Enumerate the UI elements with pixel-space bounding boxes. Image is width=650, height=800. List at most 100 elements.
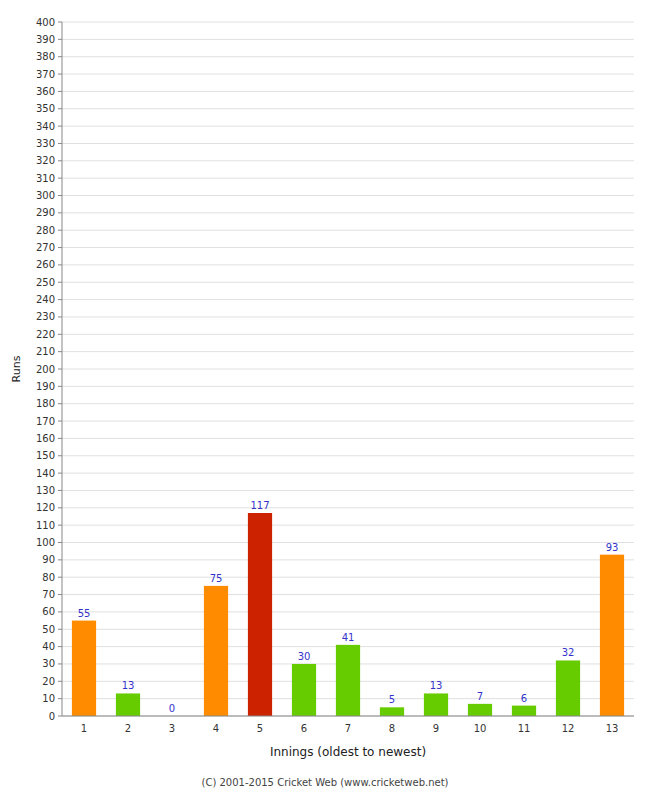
- data-label: 117: [250, 500, 269, 511]
- y-tick: [58, 316, 62, 317]
- data-labels: 55130751173041513763293: [78, 500, 619, 714]
- bar: [336, 645, 360, 716]
- y-tick-label: 100: [36, 537, 55, 548]
- footer: (C) 2001-2015 Cricket Web (www.cricketwe…: [202, 777, 449, 788]
- y-tick: [58, 473, 62, 474]
- y-tick-label: 90: [42, 554, 55, 565]
- y-tick-label: 290: [36, 207, 55, 218]
- y-tick-label: 270: [36, 242, 55, 253]
- y-tick: [58, 264, 62, 265]
- y-tick: [58, 646, 62, 647]
- y-tick-label: 130: [36, 485, 55, 496]
- grid-line: [62, 247, 634, 248]
- y-tick: [58, 74, 62, 75]
- data-label: 30: [298, 651, 311, 662]
- y-tick-label: 140: [36, 468, 55, 479]
- data-label: 32: [562, 647, 575, 658]
- y-tick-label: 170: [36, 416, 55, 427]
- data-label: 7: [477, 691, 483, 702]
- grid-line: [62, 421, 634, 422]
- y-tick: [58, 663, 62, 664]
- y-tick: [58, 403, 62, 404]
- y-tick: [58, 594, 62, 595]
- data-label: 0: [169, 703, 175, 714]
- x-tick-label: 13: [606, 723, 619, 734]
- grid-line: [62, 178, 634, 179]
- y-tick-label: 210: [36, 346, 55, 357]
- y-tick-label: 320: [36, 155, 55, 166]
- grid-line: [62, 212, 634, 213]
- y-tick: [58, 282, 62, 283]
- y-tick: [58, 455, 62, 456]
- x-tick-label: 6: [301, 723, 307, 734]
- y-tick-label: 330: [36, 138, 55, 149]
- y-tick: [58, 212, 62, 213]
- y-tick-label: 220: [36, 329, 55, 340]
- grid-line: [62, 507, 634, 508]
- grid-line: [62, 629, 634, 630]
- y-tick: [58, 369, 62, 370]
- y-tick-label: 110: [36, 520, 55, 531]
- grid-line: [62, 74, 634, 75]
- grid-line: [62, 594, 634, 595]
- bar: [380, 707, 404, 716]
- bar: [512, 706, 536, 716]
- y-tick-label: 360: [36, 86, 55, 97]
- y-tick: [58, 629, 62, 630]
- y-tick-label: 390: [36, 34, 55, 45]
- y-tick: [58, 126, 62, 127]
- bar: [468, 704, 492, 716]
- y-tick: [58, 230, 62, 231]
- grid-line: [62, 91, 634, 92]
- y-tick: [58, 716, 62, 717]
- y-tick: [58, 22, 62, 23]
- grid-line: [62, 316, 634, 317]
- y-tick-label: 80: [42, 572, 55, 583]
- y-tick-label: 200: [36, 364, 55, 375]
- bar: [424, 693, 448, 716]
- y-tick: [58, 178, 62, 179]
- grid-line: [62, 160, 634, 161]
- y-tick-label: 310: [36, 173, 55, 184]
- y-tick: [58, 160, 62, 161]
- y-tick-label: 60: [42, 606, 55, 617]
- y-tick: [58, 108, 62, 109]
- y-tick-label: 120: [36, 502, 55, 513]
- y-axis-line: [62, 22, 63, 716]
- y-tick: [58, 351, 62, 352]
- y-tick-label: 350: [36, 103, 55, 114]
- grid-line: [62, 334, 634, 335]
- y-tick: [58, 542, 62, 543]
- grid-line: [62, 611, 634, 612]
- y-tick-label: 300: [36, 190, 55, 201]
- y-tick-label: 50: [42, 624, 55, 635]
- y-tick: [58, 334, 62, 335]
- grid-line: [62, 542, 634, 543]
- x-tick-label: 1: [81, 723, 87, 734]
- y-tick-label: 180: [36, 398, 55, 409]
- x-tick-label: 10: [474, 723, 487, 734]
- x-tick-label: 4: [213, 723, 219, 734]
- y-tick: [58, 681, 62, 682]
- data-label: 55: [78, 608, 91, 619]
- y-tick: [58, 611, 62, 612]
- grid-line: [62, 22, 634, 23]
- x-tick-label: 2: [125, 723, 131, 734]
- page: {"chart_data": {"type": "bar", "xlabel":…: [0, 0, 650, 800]
- bar: [204, 586, 228, 716]
- x-axis-line: [62, 716, 634, 717]
- data-label: 93: [606, 542, 619, 553]
- chart: 0102030405060708090100110120130140150160…: [0, 0, 650, 800]
- bar: [248, 513, 272, 716]
- grid-line: [62, 369, 634, 370]
- y-tick-label: 240: [36, 294, 55, 305]
- grid-line: [62, 143, 634, 144]
- bars: [72, 513, 624, 716]
- x-tick-label: 11: [518, 723, 531, 734]
- y-tick-label: 280: [36, 225, 55, 236]
- x-tick-label: 12: [562, 723, 575, 734]
- grid-line: [62, 403, 634, 404]
- grid-line: [62, 39, 634, 40]
- data-label: 5: [389, 694, 395, 705]
- y-tick: [58, 525, 62, 526]
